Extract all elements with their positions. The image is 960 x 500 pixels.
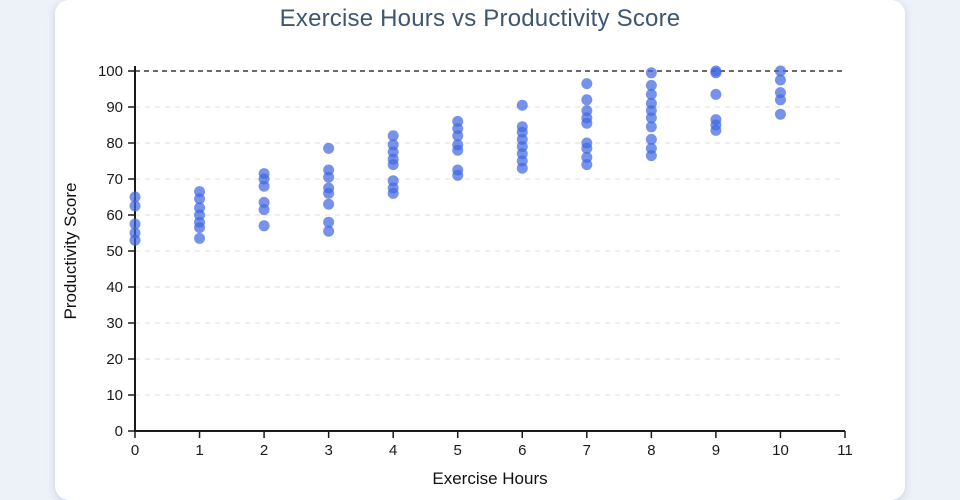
data-point [516,162,528,174]
data-point [645,150,657,162]
data-point [710,88,722,100]
y-tick-label: 90 [106,99,123,116]
data-point [581,78,593,90]
data-point [774,94,786,106]
y-tick-label: 40 [106,279,123,296]
x-tick-label: 7 [583,442,591,459]
x-tick-label: 3 [324,442,332,459]
data-point [452,144,464,156]
data-point [645,133,657,145]
x-tick-label: 10 [772,442,789,459]
x-tick-label: 5 [454,442,462,459]
data-point [387,159,399,171]
data-point [323,225,335,237]
x-tick-label: 0 [131,442,139,459]
y-tick-label: 20 [106,351,123,368]
data-points [129,65,786,246]
data-point [645,112,657,124]
data-point [581,159,593,171]
data-point [323,198,335,210]
y-tick-label: 0 [115,423,123,440]
y-tick-label: 100 [98,63,123,80]
y-tick-label: 50 [106,243,123,260]
gridlines [135,106,845,396]
data-point [645,67,657,79]
data-point [774,65,786,77]
data-point [581,117,593,129]
data-point [323,171,335,183]
y-tick-label: 10 [106,387,123,404]
y-tick-label: 80 [106,135,123,152]
data-point [194,222,206,234]
data-point [129,200,141,212]
data-point [323,142,335,154]
axes: 0 10 20 30 40 50 60 70 80 90 100 0 1 2 3 4 5 6 7 8 9 10 11 [98,63,853,459]
x-tick-label: 1 [195,442,203,459]
data-point [258,220,270,232]
x-axis-title: Exercise Hours [432,469,547,488]
chart-card: Exercise Hours vs Productivity Score 0 10… [55,0,905,500]
data-point [258,180,270,192]
data-point [581,142,593,154]
data-point [387,130,399,142]
x-tick-label: 6 [518,442,526,459]
x-tick-label: 11 [837,442,853,459]
data-point [452,130,464,142]
data-point [645,121,657,133]
data-point [194,193,206,205]
y-tick-label: 70 [106,171,123,188]
data-point [645,79,657,91]
chart-title: Exercise Hours vs Productivity Score [279,5,681,32]
data-point [645,88,657,100]
data-point [129,191,141,203]
data-point [194,232,206,244]
y-tick-label: 60 [106,207,123,224]
data-point [710,67,722,79]
data-point [710,124,722,136]
data-point [516,99,528,111]
data-point [323,187,335,199]
scatter-chart: 0 10 20 30 40 50 60 70 80 90 100 0 1 2 3 4 5 6 7 8 9 10 11 Exe… [61,63,853,488]
data-point [774,108,786,120]
y-axis-title: Productivity Score [61,183,80,320]
data-point [452,169,464,181]
data-point [129,218,141,230]
y-tick-label: 30 [106,315,123,332]
x-tick-label: 2 [260,442,268,459]
x-tick-label: 8 [647,442,655,459]
data-point [581,94,593,106]
x-tick-label: 4 [389,442,397,459]
data-point [387,187,399,199]
data-point [774,74,786,86]
data-point [258,204,270,216]
x-tick-label: 9 [712,442,720,459]
data-point [129,234,141,246]
data-point [323,216,335,228]
